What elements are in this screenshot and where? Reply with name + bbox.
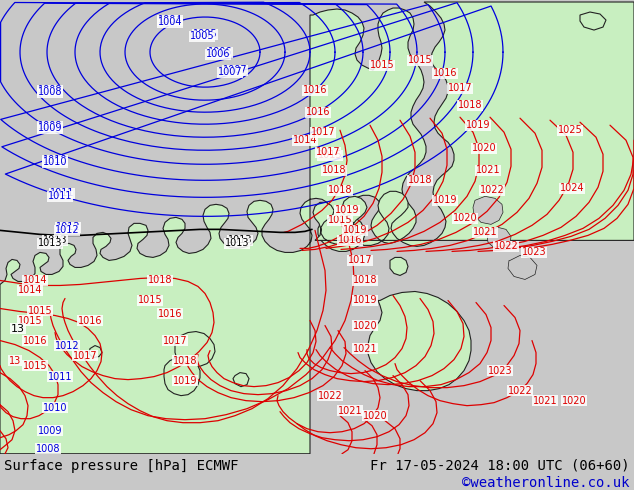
Text: 1019: 1019 xyxy=(172,376,197,386)
Text: 1021: 1021 xyxy=(476,165,500,175)
Text: 1018: 1018 xyxy=(408,175,432,185)
Text: 1015: 1015 xyxy=(328,216,353,225)
Text: 1017: 1017 xyxy=(448,83,472,93)
Text: 1007: 1007 xyxy=(217,67,242,77)
Text: 1018: 1018 xyxy=(328,185,353,196)
Text: 1019: 1019 xyxy=(335,205,359,215)
Text: 1005: 1005 xyxy=(190,31,214,41)
Text: 1010: 1010 xyxy=(42,403,67,413)
Text: 1007: 1007 xyxy=(223,65,247,75)
Text: 1014: 1014 xyxy=(293,135,317,145)
Polygon shape xyxy=(175,332,215,367)
Polygon shape xyxy=(89,345,102,358)
Text: 1014: 1014 xyxy=(23,275,48,286)
Text: 1019: 1019 xyxy=(353,295,377,305)
Text: 1013: 1013 xyxy=(38,239,62,248)
Text: 1015: 1015 xyxy=(318,150,342,160)
Text: 1012: 1012 xyxy=(56,222,81,232)
Text: 1013: 1013 xyxy=(224,239,249,248)
Text: 1022: 1022 xyxy=(318,391,342,401)
Text: 1021: 1021 xyxy=(473,227,497,237)
Polygon shape xyxy=(233,372,249,387)
Text: 1013: 1013 xyxy=(42,235,67,245)
Text: 1018: 1018 xyxy=(148,275,172,286)
Text: 1012: 1012 xyxy=(55,341,79,350)
Text: 1010: 1010 xyxy=(42,157,67,167)
Text: 1015: 1015 xyxy=(23,361,48,370)
Text: 1016: 1016 xyxy=(306,107,330,117)
Text: 1010: 1010 xyxy=(42,155,67,165)
Text: 1019: 1019 xyxy=(466,120,490,130)
Polygon shape xyxy=(580,12,606,30)
Text: 1015: 1015 xyxy=(28,305,53,316)
Text: 1022: 1022 xyxy=(480,185,505,196)
Text: 1012: 1012 xyxy=(55,225,79,235)
Text: 1018: 1018 xyxy=(172,356,197,366)
Text: 1014: 1014 xyxy=(18,286,42,295)
Text: 1018: 1018 xyxy=(458,100,482,110)
Text: 1022: 1022 xyxy=(508,386,533,395)
Text: 1015: 1015 xyxy=(18,316,42,325)
Text: 1018: 1018 xyxy=(321,165,346,175)
Text: Fr 17-05-2024 18:00 UTC (06+60): Fr 17-05-2024 18:00 UTC (06+60) xyxy=(370,459,630,473)
Text: 1021: 1021 xyxy=(353,343,377,354)
Text: 1008: 1008 xyxy=(38,85,62,95)
Text: 1020: 1020 xyxy=(453,213,477,223)
Text: 1017: 1017 xyxy=(73,350,97,361)
Text: 1008: 1008 xyxy=(38,87,62,97)
Text: 1025: 1025 xyxy=(558,125,583,135)
Text: 1008: 1008 xyxy=(36,444,60,454)
Text: 1004: 1004 xyxy=(158,15,182,25)
Text: 1015: 1015 xyxy=(370,60,394,70)
Text: ©weatheronline.co.uk: ©weatheronline.co.uk xyxy=(462,476,630,490)
Text: 1016: 1016 xyxy=(23,336,48,345)
Text: 1015: 1015 xyxy=(138,295,162,305)
Text: 1015: 1015 xyxy=(408,55,432,65)
Text: 1017: 1017 xyxy=(316,147,340,157)
Text: 1011: 1011 xyxy=(49,188,74,198)
Polygon shape xyxy=(368,292,471,391)
Text: 1022: 1022 xyxy=(494,242,519,251)
Text: 13: 13 xyxy=(11,323,25,334)
Text: 1016: 1016 xyxy=(78,316,102,325)
Text: 1005: 1005 xyxy=(193,29,217,39)
Text: 1011: 1011 xyxy=(48,371,72,382)
Text: 1016: 1016 xyxy=(338,235,362,245)
Text: 1006: 1006 xyxy=(206,49,230,59)
Text: 1017: 1017 xyxy=(311,127,335,137)
Polygon shape xyxy=(164,357,200,395)
Text: 1016: 1016 xyxy=(158,309,182,318)
Text: 1019: 1019 xyxy=(433,196,457,205)
Polygon shape xyxy=(390,257,408,275)
Text: 1009: 1009 xyxy=(38,123,62,133)
Polygon shape xyxy=(487,227,511,249)
Polygon shape xyxy=(508,255,537,279)
Text: 1017: 1017 xyxy=(163,336,187,345)
Text: 1013: 1013 xyxy=(228,235,252,245)
Text: 1021: 1021 xyxy=(533,395,557,406)
Polygon shape xyxy=(473,196,503,224)
Text: 1021: 1021 xyxy=(338,406,362,416)
Text: 1023: 1023 xyxy=(522,247,547,257)
Text: 1016: 1016 xyxy=(433,68,457,78)
Polygon shape xyxy=(0,8,426,454)
Text: 1018: 1018 xyxy=(353,275,377,286)
Text: 1019: 1019 xyxy=(343,225,367,235)
Text: 1020: 1020 xyxy=(472,143,496,153)
Text: 13: 13 xyxy=(9,356,21,366)
Text: 1020: 1020 xyxy=(353,320,377,331)
Text: 1024: 1024 xyxy=(560,183,585,194)
Text: 1020: 1020 xyxy=(363,411,387,421)
Text: Surface pressure [hPa] ECMWF: Surface pressure [hPa] ECMWF xyxy=(4,459,238,473)
Text: 1017: 1017 xyxy=(347,255,372,266)
Text: 1006: 1006 xyxy=(208,47,232,57)
Text: 1016: 1016 xyxy=(303,85,327,95)
Text: 1009: 1009 xyxy=(38,121,62,131)
Text: 1023: 1023 xyxy=(488,366,512,376)
Text: 1011: 1011 xyxy=(48,191,72,201)
Text: 1004: 1004 xyxy=(158,17,182,27)
Text: 1009: 1009 xyxy=(38,426,62,436)
Text: 1020: 1020 xyxy=(562,395,586,406)
Polygon shape xyxy=(313,2,634,246)
